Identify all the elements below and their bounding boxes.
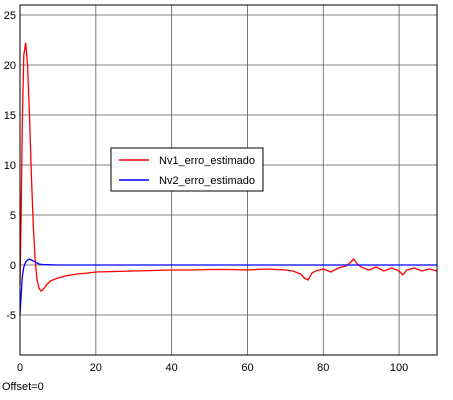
y-tick-label: 5 <box>10 210 16 222</box>
plot-frame <box>19 4 438 356</box>
y-tick-label: 10 <box>4 160 16 172</box>
y-tick-label: 0 <box>10 260 16 272</box>
y-tick-label: 25 <box>4 10 16 22</box>
x-tick-label: 40 <box>166 362 178 374</box>
offset-label: Offset=0 <box>2 381 44 393</box>
x-tick-label: 20 <box>90 362 102 374</box>
tick-labels: 0 20 40 60 80 100 -5 0 5 10 15 20 25 <box>4 10 409 374</box>
x-tick-label: 0 <box>17 362 23 374</box>
series-layer <box>19 42 438 316</box>
x-tick-label: 100 <box>390 362 408 374</box>
y-tick-label: 15 <box>4 110 16 122</box>
legend-entry: Nv1_erro_estimado <box>159 155 255 167</box>
legend-box <box>110 147 264 192</box>
x-tick-label: 80 <box>317 362 329 374</box>
legend: Nv1_erro_estimado Nv2_erro_estimado <box>110 147 264 192</box>
y-tick-label: 20 <box>4 60 16 72</box>
series-line-1 <box>19 42 438 292</box>
x-tick-label: 60 <box>241 362 253 374</box>
series-line-2 <box>19 258 437 316</box>
y-tick-label: -5 <box>6 310 16 322</box>
legend-entry: Nv2_erro_estimado <box>159 175 255 187</box>
